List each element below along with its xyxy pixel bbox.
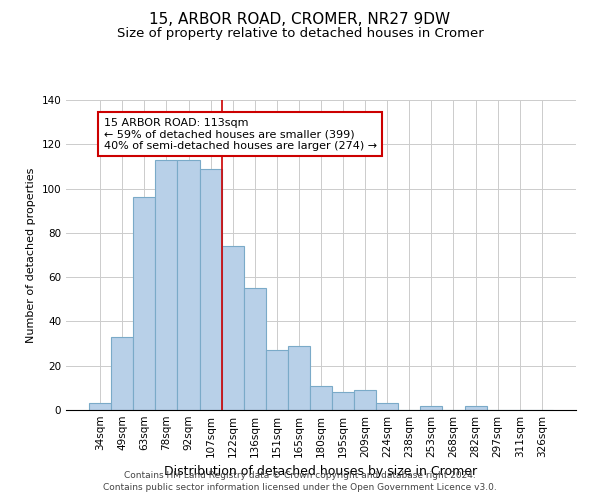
Bar <box>221 246 244 410</box>
Bar <box>266 350 288 410</box>
Text: 15 ARBOR ROAD: 113sqm
← 59% of detached houses are smaller (399)
40% of semi-det: 15 ARBOR ROAD: 113sqm ← 59% of detached … <box>104 118 377 151</box>
Bar <box>89 404 111 410</box>
Bar <box>376 404 398 410</box>
Bar <box>354 390 376 410</box>
Bar <box>178 160 200 410</box>
Text: Size of property relative to detached houses in Cromer: Size of property relative to detached ho… <box>116 28 484 40</box>
Bar <box>244 288 266 410</box>
Bar <box>133 198 155 410</box>
X-axis label: Distribution of detached houses by size in Cromer: Distribution of detached houses by size … <box>164 466 478 478</box>
Bar <box>155 160 178 410</box>
Bar <box>111 337 133 410</box>
Bar <box>464 406 487 410</box>
Y-axis label: Number of detached properties: Number of detached properties <box>26 168 36 342</box>
Bar <box>310 386 332 410</box>
Bar <box>288 346 310 410</box>
Text: Contains HM Land Registry data © Crown copyright and database right 2024.
Contai: Contains HM Land Registry data © Crown c… <box>103 471 497 492</box>
Bar <box>332 392 354 410</box>
Bar <box>421 406 442 410</box>
Text: 15, ARBOR ROAD, CROMER, NR27 9DW: 15, ARBOR ROAD, CROMER, NR27 9DW <box>149 12 451 28</box>
Bar <box>200 168 221 410</box>
